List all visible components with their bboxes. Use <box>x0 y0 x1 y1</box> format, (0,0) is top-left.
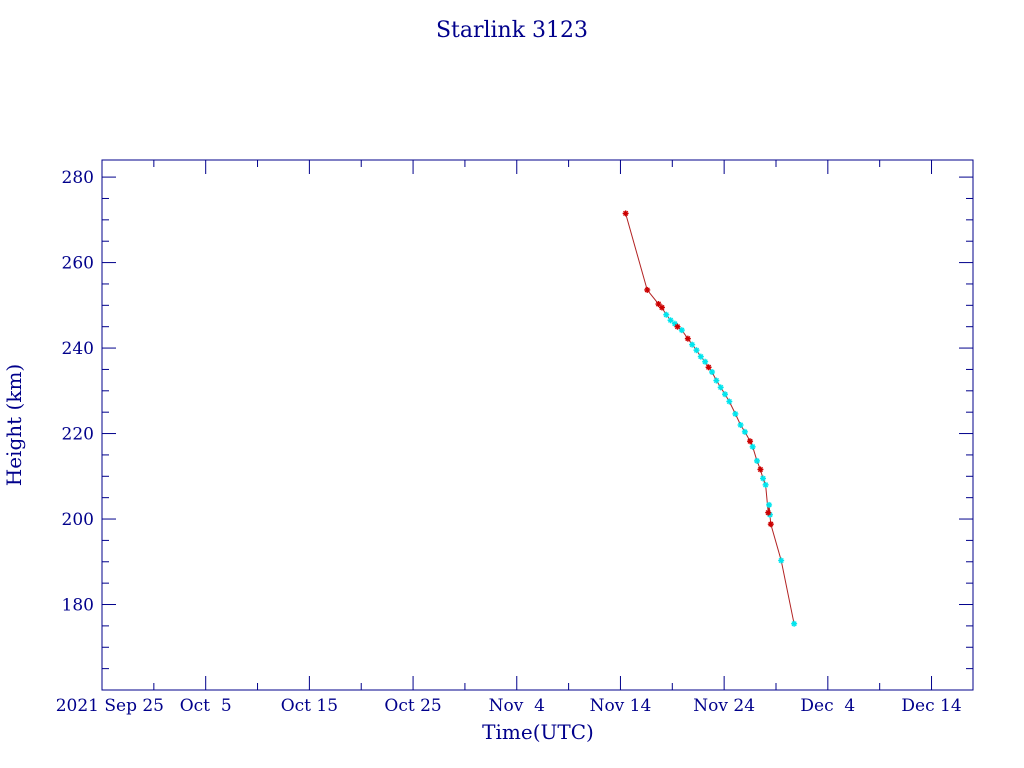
x-axis-label: Time(UTC) <box>482 720 594 744</box>
data-point-marker <box>760 475 767 482</box>
x-tick-label: Oct 5 <box>180 696 232 716</box>
data-point-marker <box>667 317 674 324</box>
y-tick-label: 220 <box>62 425 94 445</box>
data-point-marker <box>713 377 720 384</box>
data-point-marker <box>757 466 764 473</box>
data-point-marker <box>722 391 729 398</box>
data-point-marker <box>741 428 748 435</box>
data-point-marker <box>749 443 756 450</box>
data-point-marker <box>702 358 709 365</box>
data-point-marker <box>737 422 744 428</box>
y-tick-label: 240 <box>62 339 94 359</box>
data-point-marker <box>778 557 785 564</box>
data-point-marker <box>717 384 724 391</box>
data-point-marker <box>732 410 739 417</box>
data-point-marker <box>663 311 670 318</box>
data-point-marker <box>689 341 696 348</box>
data-point-marker <box>791 620 798 627</box>
x-tick-label: Nov 4 <box>489 696 545 716</box>
data-point-marker <box>766 501 773 508</box>
data-point-marker <box>674 323 681 330</box>
y-axis-label: Height (km) <box>2 364 26 486</box>
x-tick-label: Nov 24 <box>693 696 755 716</box>
x-tick-label: 2021 Sep 25 <box>56 696 164 716</box>
data-point-marker <box>684 335 691 342</box>
height-trace-line <box>625 213 795 624</box>
data-point-marker <box>693 347 700 354</box>
x-tick-label: Oct 25 <box>384 696 441 716</box>
x-tick-label: Oct 15 <box>281 696 338 716</box>
data-point-marker <box>622 210 629 217</box>
x-tick-label: Dec 4 <box>800 696 855 716</box>
data-point-marker <box>658 304 665 311</box>
data-point-marker <box>762 481 769 488</box>
data-point-marker <box>697 353 704 360</box>
x-tick-label: Nov 14 <box>590 696 652 716</box>
data-point-marker <box>753 457 760 464</box>
y-tick-label: 280 <box>62 168 94 188</box>
plot-frame <box>101 159 974 691</box>
data-point-marker <box>747 438 754 445</box>
data-point-marker <box>709 369 716 375</box>
data-markers <box>622 210 798 627</box>
data-point-marker <box>705 364 712 371</box>
y-tick-label: 180 <box>62 596 94 616</box>
x-axis-ticks: 2021 Sep 25 Oct 5 Oct 15 Oct 25 Nov 4 Nov 14 N… <box>56 160 962 716</box>
x-tick-label: Dec 14 <box>901 696 961 716</box>
data-point-marker <box>644 286 651 293</box>
chart-title: Starlink 3123 <box>436 18 588 43</box>
data-point-marker <box>765 509 772 516</box>
data-point-marker <box>767 521 774 528</box>
data-point-marker <box>678 327 685 334</box>
y-tick-label: 260 <box>62 254 94 274</box>
y-tick-label: 200 <box>62 510 94 530</box>
y-axis-ticks: 180 200 220 240 260 280 <box>62 168 973 670</box>
data-point-marker <box>726 398 733 405</box>
